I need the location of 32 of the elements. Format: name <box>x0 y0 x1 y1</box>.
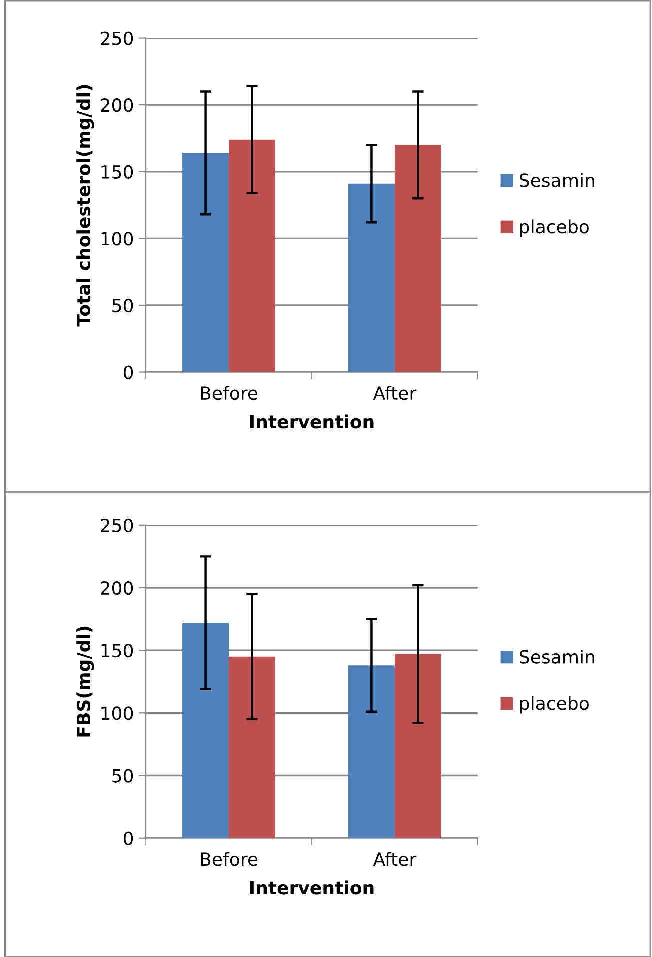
bar <box>394 145 442 372</box>
y-tick-label: 150 <box>102 165 134 179</box>
legend-label: Sesamin <box>520 173 594 188</box>
x-axis-title: Intervention <box>250 414 374 429</box>
y-tick-label: 100 <box>102 232 134 246</box>
bar <box>394 654 442 838</box>
bar <box>348 184 395 372</box>
bar <box>229 656 276 838</box>
x-tick-label: Before <box>201 386 258 400</box>
x-tick-label: After <box>373 852 417 866</box>
x-axis-title: Intervention <box>250 880 374 895</box>
y-tick-label: 0 <box>124 366 134 380</box>
y-tick-label: 150 <box>102 644 134 658</box>
y-tick-label: 50 <box>112 298 134 313</box>
legend-label: placebo <box>520 220 589 238</box>
x-tick-label: After <box>373 386 417 400</box>
legend-label: placebo <box>520 696 589 714</box>
bar <box>182 153 230 372</box>
bar <box>348 666 395 838</box>
y-axis-title: Total cholesterol(mg/dl) <box>76 85 94 327</box>
legend-label: Sesamin <box>520 650 594 664</box>
y-tick-label: 200 <box>101 581 134 596</box>
y-tick-label: 100 <box>102 706 134 720</box>
y-tick-label: 0 <box>124 832 134 846</box>
bar <box>182 623 230 838</box>
y-tick-label: 200 <box>101 98 134 112</box>
bar <box>229 140 276 372</box>
x-tick-label: Before <box>201 852 258 866</box>
y-tick-label: 250 <box>101 518 134 533</box>
y-tick-label: 250 <box>101 32 134 46</box>
y-tick-label: 50 <box>112 769 134 783</box>
y-axis-title: FBS(mg/dl) <box>76 626 94 737</box>
